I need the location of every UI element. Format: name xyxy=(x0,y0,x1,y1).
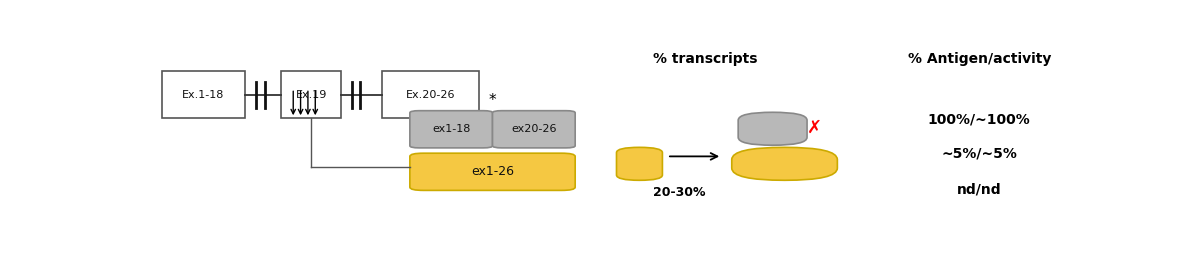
FancyBboxPatch shape xyxy=(281,71,341,118)
Text: % Antigen/activity: % Antigen/activity xyxy=(908,52,1051,66)
Text: ✗: ✗ xyxy=(807,119,822,137)
Text: 100%/~100%: 100%/~100% xyxy=(928,112,1031,126)
Text: Ex.19: Ex.19 xyxy=(295,90,327,100)
Text: Ex.1-18: Ex.1-18 xyxy=(182,90,224,100)
FancyBboxPatch shape xyxy=(493,111,575,148)
FancyBboxPatch shape xyxy=(738,112,807,145)
Text: ex1-18: ex1-18 xyxy=(433,124,470,134)
Text: nd/nd: nd/nd xyxy=(957,182,1001,196)
FancyBboxPatch shape xyxy=(732,147,838,180)
Text: ~5%/~5%: ~5%/~5% xyxy=(941,146,1017,160)
FancyBboxPatch shape xyxy=(616,147,662,180)
Text: ex20-26: ex20-26 xyxy=(511,124,557,134)
Text: *: * xyxy=(488,92,497,108)
FancyBboxPatch shape xyxy=(383,71,479,118)
Text: Ex.20-26: Ex.20-26 xyxy=(405,90,455,100)
Text: 20-30%: 20-30% xyxy=(653,186,705,199)
FancyBboxPatch shape xyxy=(162,71,244,118)
Text: % transcripts: % transcripts xyxy=(653,52,758,66)
FancyBboxPatch shape xyxy=(410,111,493,148)
FancyBboxPatch shape xyxy=(410,153,575,190)
Text: ex1-26: ex1-26 xyxy=(470,165,514,178)
